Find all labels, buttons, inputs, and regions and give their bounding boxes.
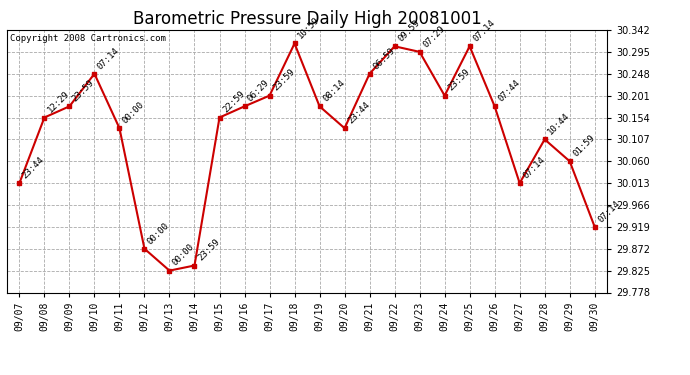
Text: 23:59: 23:59 — [446, 68, 471, 93]
Text: 23:44: 23:44 — [21, 155, 46, 180]
Text: 00:00: 00:00 — [171, 243, 196, 268]
Text: 10:44: 10:44 — [546, 111, 571, 136]
Text: 08:14: 08:14 — [321, 78, 346, 104]
Text: 00:00: 00:00 — [121, 100, 146, 125]
Text: 07:14: 07:14 — [96, 46, 121, 71]
Text: 06:29: 06:29 — [246, 78, 271, 104]
Text: Copyright 2008 Cartronics.com: Copyright 2008 Cartronics.com — [10, 34, 166, 43]
Text: 07:14: 07:14 — [596, 199, 622, 224]
Text: 12:29: 12:29 — [46, 89, 71, 115]
Text: 07:14: 07:14 — [471, 18, 496, 44]
Title: Barometric Pressure Daily High 20081001: Barometric Pressure Daily High 20081001 — [132, 10, 482, 28]
Text: 23:44: 23:44 — [346, 100, 371, 125]
Text: 01:59: 01:59 — [571, 133, 596, 159]
Text: 23:59: 23:59 — [71, 78, 96, 104]
Text: 23:59: 23:59 — [196, 237, 221, 263]
Text: 09:59: 09:59 — [396, 18, 422, 44]
Text: 22:59: 22:59 — [221, 89, 246, 115]
Text: 07:29: 07:29 — [421, 24, 446, 49]
Text: 23:59: 23:59 — [271, 68, 296, 93]
Text: 07:14: 07:14 — [521, 155, 546, 180]
Text: 10:59: 10:59 — [296, 15, 322, 41]
Text: 00:00: 00:00 — [146, 220, 171, 246]
Text: 07:44: 07:44 — [496, 78, 522, 104]
Text: 06:59: 06:59 — [371, 46, 396, 71]
